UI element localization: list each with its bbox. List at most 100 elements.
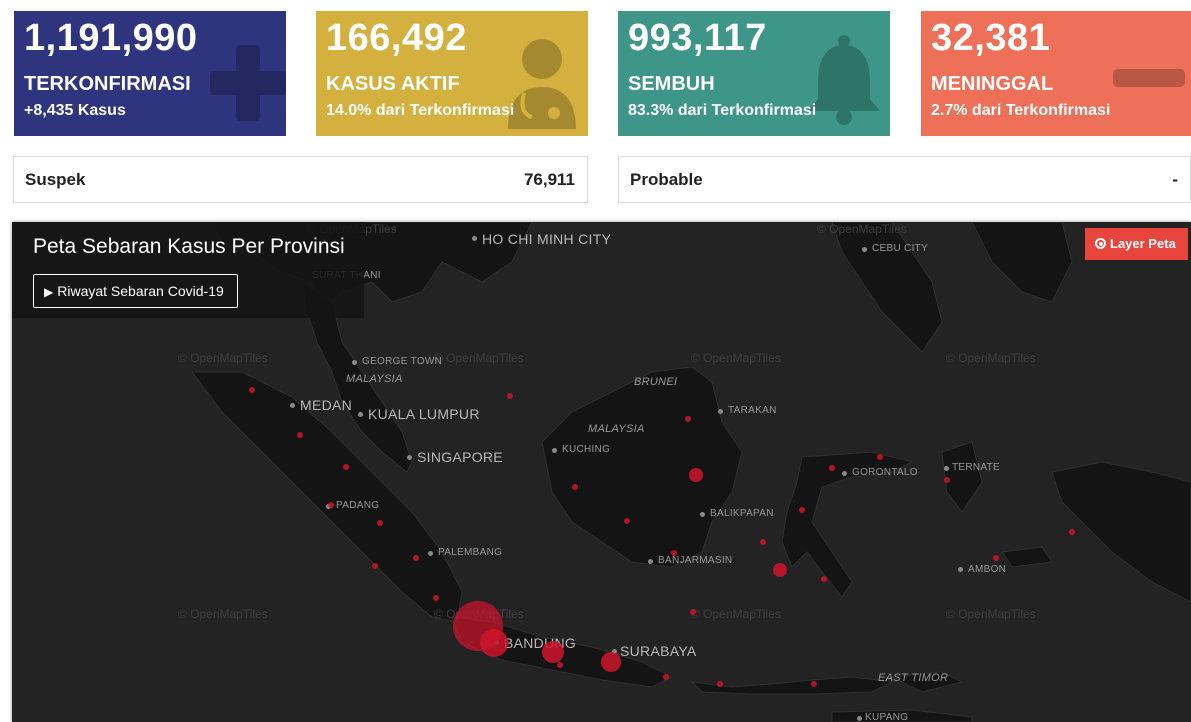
minus-icon bbox=[1113, 69, 1185, 87]
case-bubble bbox=[433, 595, 439, 601]
attribution-3: © OpenMapTiles bbox=[178, 351, 268, 365]
case-bubble bbox=[557, 662, 563, 668]
city-dot bbox=[472, 236, 477, 241]
deaths-sub: 2.7% dari Terkonfirmasi bbox=[931, 102, 1111, 119]
city-dot bbox=[428, 551, 433, 556]
label-palembang: PALEMBANG bbox=[438, 547, 503, 558]
attribution-10: © OpenMapTiles bbox=[946, 607, 1036, 621]
label-east-timor: EAST TIMOR bbox=[878, 672, 949, 684]
case-bubble bbox=[249, 387, 255, 393]
attribution-6: © OpenMapTiles bbox=[946, 351, 1036, 365]
confirmed-label: TERKONFIRMASI bbox=[24, 73, 191, 95]
case-bubble bbox=[993, 555, 999, 561]
label-kupang: KUPANG bbox=[865, 712, 909, 722]
case-bubble bbox=[663, 674, 669, 680]
city-dot bbox=[648, 559, 653, 564]
layer-button[interactable]: Layer Peta bbox=[1085, 228, 1188, 260]
label-banjarmasin: BANJARMASIN bbox=[658, 555, 733, 566]
label-surabaya: SURABAYA bbox=[620, 643, 697, 659]
city-dot bbox=[358, 412, 363, 417]
case-bubble bbox=[773, 563, 787, 577]
city-dot bbox=[857, 716, 862, 721]
probable-value: - bbox=[1172, 170, 1178, 189]
bell-icon bbox=[808, 35, 880, 125]
play-icon: ▶ bbox=[44, 285, 54, 299]
city-dot bbox=[862, 247, 867, 252]
city-dot bbox=[944, 466, 949, 471]
suspect-box: Suspek 76,911 bbox=[13, 156, 588, 203]
case-bubble bbox=[377, 520, 383, 526]
history-button[interactable]: ▶ Riwayat Sebaran Covid-19 bbox=[33, 274, 238, 308]
case-bubble bbox=[829, 465, 835, 471]
attribution-2: © OpenMapTiles bbox=[817, 222, 907, 236]
layers-icon bbox=[1095, 238, 1106, 249]
doctor-icon bbox=[508, 39, 576, 129]
city-dot bbox=[552, 448, 557, 453]
plus-icon bbox=[210, 45, 286, 121]
history-button-label: Riwayat Sebaran Covid-19 bbox=[57, 283, 224, 299]
deaths-value: 32,381 bbox=[931, 17, 1051, 59]
map-info-panel: Peta Sebaran Kasus Per Provinsi ▶ Riwayat… bbox=[12, 222, 364, 318]
city-dot bbox=[718, 409, 723, 414]
case-bubble bbox=[821, 576, 827, 582]
case-bubble bbox=[297, 432, 303, 438]
city-dot bbox=[290, 403, 295, 408]
active-label: KASUS AKTIF bbox=[326, 73, 460, 95]
recovered-label: SEMBUH bbox=[628, 73, 715, 95]
case-bubble bbox=[601, 652, 621, 672]
case-bubble bbox=[690, 609, 696, 615]
case-bubble bbox=[372, 563, 378, 569]
layer-button-label: Layer Peta bbox=[1110, 236, 1176, 251]
suspect-label: Suspek bbox=[25, 170, 86, 189]
city-dot bbox=[700, 512, 705, 517]
active-card: 166,492 KASUS AKTIF 14.0% dari Terkonfir… bbox=[316, 11, 588, 136]
case-bubble bbox=[811, 681, 817, 687]
label-ternate: TERNATE bbox=[952, 462, 1001, 473]
deaths-label: MENINGGAL bbox=[931, 73, 1054, 95]
case-bubble bbox=[572, 484, 578, 490]
label-kuala-lumpur: KUALA LUMPUR bbox=[368, 406, 480, 422]
confirmed-value: 1,191,990 bbox=[24, 17, 198, 59]
city-dot bbox=[842, 471, 847, 476]
confirmed-card: 1,191,990 TERKONFIRMASI +8,435 Kasus bbox=[14, 11, 286, 136]
attribution-5: © OpenMapTiles bbox=[691, 351, 781, 365]
attribution-9: © OpenMapTiles bbox=[691, 607, 781, 621]
recovered-sub: 83.3% dari Terkonfirmasi bbox=[628, 102, 817, 119]
label-singapore: SINGAPORE bbox=[417, 449, 503, 465]
map-landmass bbox=[191, 222, 1191, 722]
case-bubble bbox=[624, 518, 630, 524]
attribution-4: © OpenMapTiles bbox=[434, 351, 524, 365]
label-george-town: GEORGE TOWN bbox=[362, 356, 443, 367]
probable-box: Probable - bbox=[618, 156, 1191, 203]
city-dot bbox=[958, 567, 963, 572]
case-bubble bbox=[685, 416, 691, 422]
attribution-7: © OpenMapTiles bbox=[178, 607, 268, 621]
confirmed-sub: +8,435 Kasus bbox=[24, 102, 126, 119]
city-dot bbox=[352, 360, 357, 365]
case-bubble bbox=[717, 681, 723, 687]
city-dot bbox=[612, 649, 617, 654]
case-bubble bbox=[760, 539, 766, 545]
case-bubble bbox=[799, 507, 805, 513]
label-cebu: CEBU CITY bbox=[872, 243, 929, 254]
case-bubble bbox=[689, 468, 703, 482]
suspect-value: 76,911 bbox=[523, 170, 575, 189]
case-bubble bbox=[480, 629, 508, 657]
recovered-value: 993,117 bbox=[628, 17, 767, 59]
deaths-card: 32,381 MENINGGAL 2.7% dari Terkonfirmasi bbox=[921, 11, 1191, 136]
active-value: 166,492 bbox=[326, 17, 467, 59]
label-tarakan: TARAKAN bbox=[728, 405, 777, 416]
label-malaysia-w: MALAYSIA bbox=[346, 373, 403, 385]
label-padang: PADANG bbox=[336, 500, 380, 511]
label-gorontalo: GORONTALO bbox=[852, 467, 918, 478]
case-map[interactable]: © OpenMapTiles © OpenMapTiles © OpenMapT… bbox=[12, 222, 1191, 722]
case-bubble bbox=[944, 477, 950, 483]
label-ambon: AMBON bbox=[968, 564, 1007, 575]
label-balikpapan: BALIKPAPAN bbox=[710, 508, 774, 519]
case-bubbles bbox=[249, 387, 1075, 687]
case-bubble bbox=[328, 502, 334, 508]
label-medan: MEDAN bbox=[300, 397, 353, 413]
label-brunei: BRUNEI bbox=[634, 376, 678, 388]
map-title: Peta Sebaran Kasus Per Provinsi bbox=[33, 235, 345, 258]
case-bubble bbox=[343, 464, 349, 470]
